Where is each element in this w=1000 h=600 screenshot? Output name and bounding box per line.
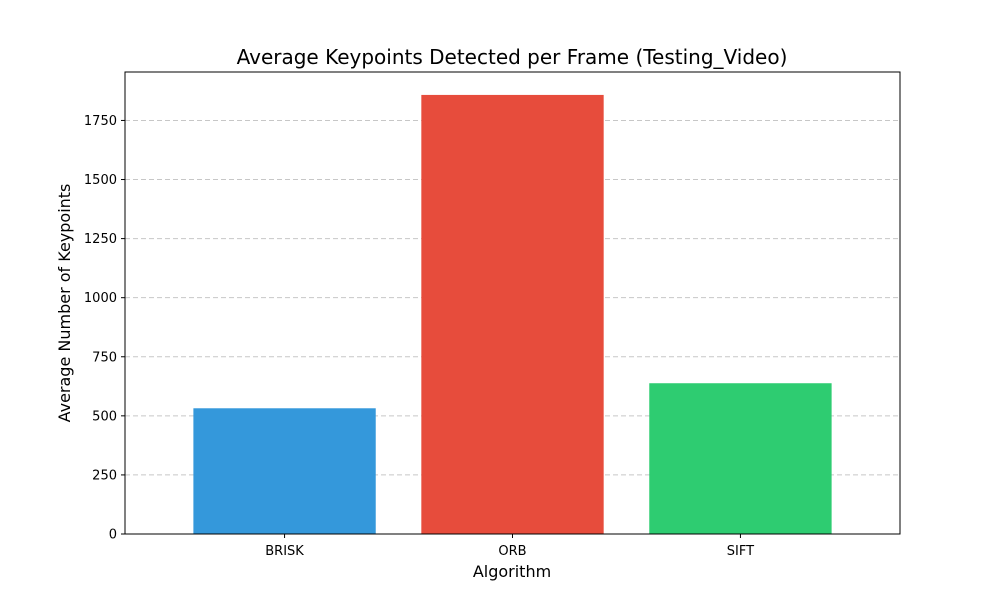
y-tick-label: 0 xyxy=(109,528,117,543)
chart-title: Average Keypoints Detected per Frame (Te… xyxy=(237,45,788,69)
y-tick-label: 1750 xyxy=(84,114,117,129)
x-tick-label: ORB xyxy=(498,544,526,559)
x-axis-ticks: BRISK ORB SIFT xyxy=(265,534,754,559)
y-axis-label: Average Number of Keypoints xyxy=(55,184,74,423)
x-tick-label: BRISK xyxy=(265,544,304,559)
x-axis-label: Algorithm xyxy=(473,562,551,581)
y-tick-label: 1000 xyxy=(84,291,117,306)
y-axis-ticks: 0 250 500 750 1000 1250 1500 1750 xyxy=(84,114,125,543)
y-tick-label: 1500 xyxy=(84,173,117,188)
y-tick-label: 250 xyxy=(92,468,117,483)
y-tick-label: 1250 xyxy=(84,232,117,247)
y-tick-label: 750 xyxy=(92,350,117,365)
bar-sift xyxy=(649,383,832,534)
bars xyxy=(193,94,832,534)
y-tick-label: 500 xyxy=(92,409,117,424)
bar-brisk xyxy=(193,408,376,534)
x-tick-label: SIFT xyxy=(727,544,754,559)
bar-orb xyxy=(421,94,604,534)
